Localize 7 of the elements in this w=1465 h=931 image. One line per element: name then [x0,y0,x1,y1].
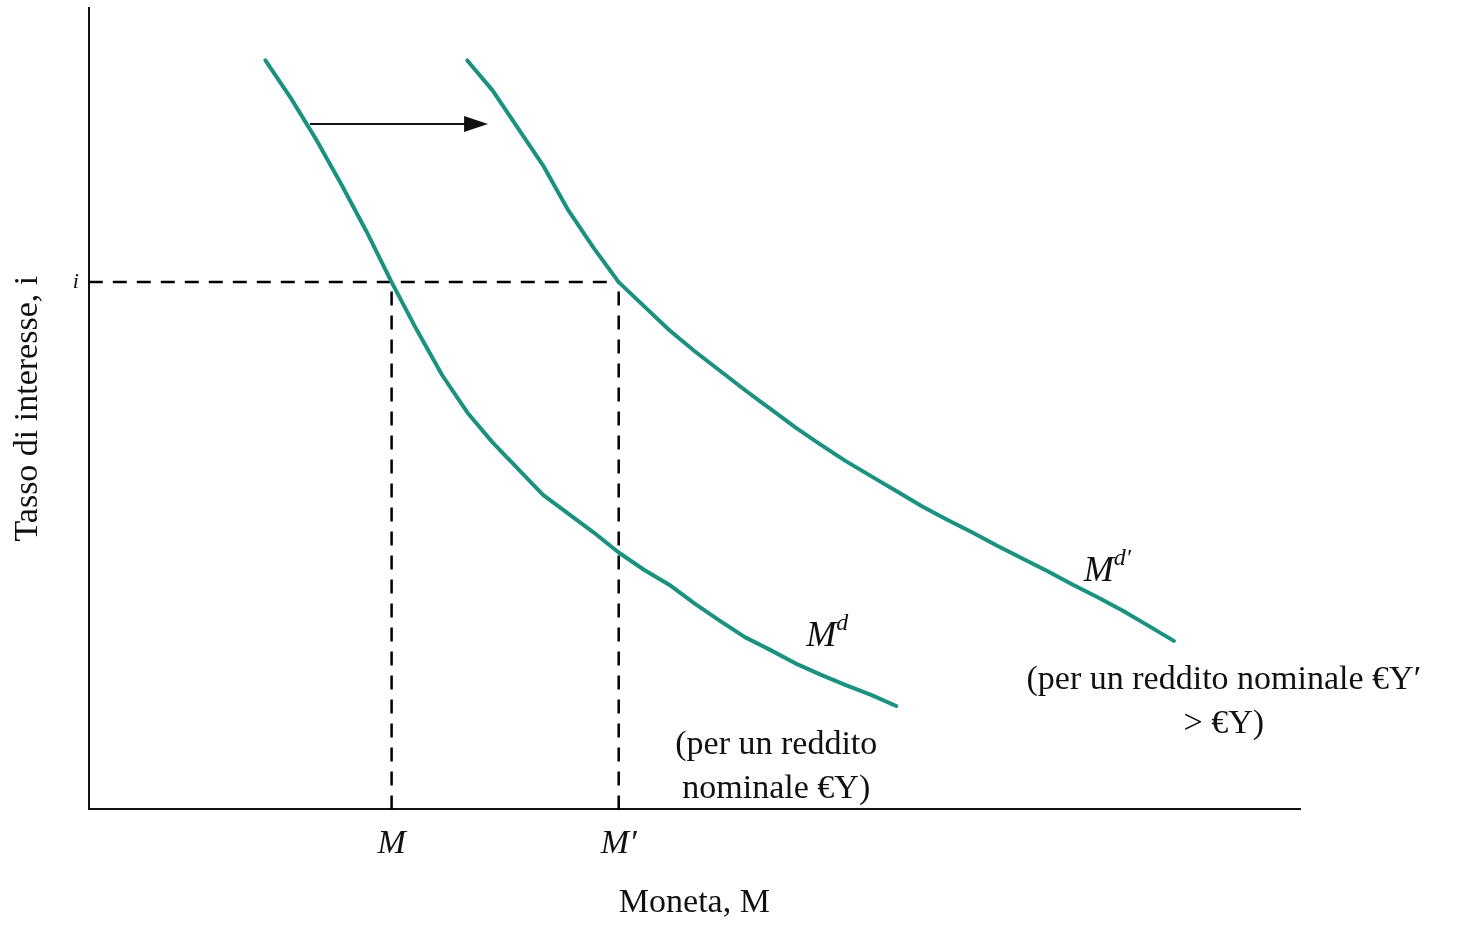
x-axis-title: Moneta, M [618,881,770,919]
x-tick-label: M [376,822,408,860]
y-axis-title: Tasso di interesse, i [7,275,45,542]
annotation: (per un reddito nominale €Y′ > €Y) [1026,658,1422,741]
ref-line-label: i [72,267,79,293]
annotation: (per un reddito nominale €Y) [675,724,878,807]
x-tick-label: M′ [599,822,638,860]
